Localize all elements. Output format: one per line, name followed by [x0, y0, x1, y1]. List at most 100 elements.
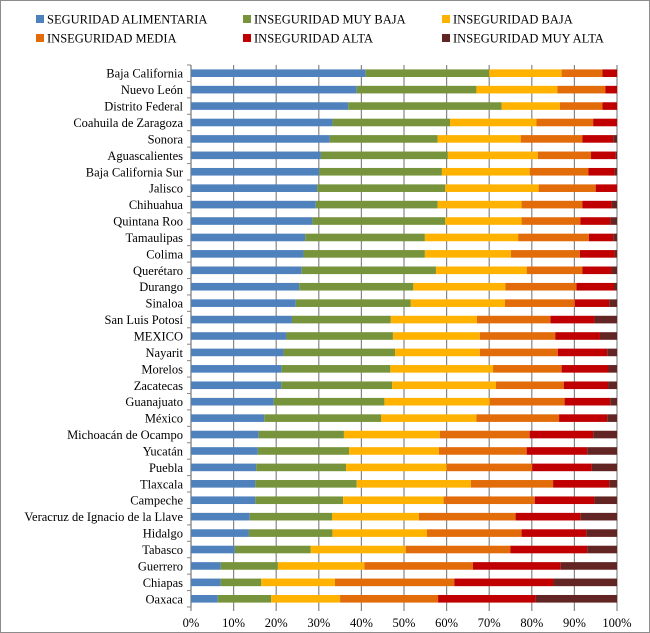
x-tick-label: 90% — [563, 616, 586, 630]
bar-segment-inseguridad-media — [496, 381, 564, 390]
bar-segment-inseguridad-media — [510, 250, 580, 258]
bar-segment-inseguridad-media — [334, 578, 455, 587]
bar-segment-inseguridad-alta — [602, 69, 617, 78]
bar-segment-inseguridad-muy-alta — [611, 200, 617, 209]
bar-segment-inseguridad-alta — [526, 447, 588, 455]
legend-swatch — [243, 34, 251, 42]
bar-segment-inseguridad-baja — [343, 430, 440, 439]
bar-segment-inseguridad-alta — [557, 348, 608, 357]
bar-segment-inseguridad-alta — [576, 282, 615, 291]
bar-segment-seguridad-alimentaria — [191, 578, 221, 587]
bar-segment-inseguridad-media — [364, 562, 474, 570]
bar-segment-seguridad-alimentaria — [191, 135, 330, 143]
bar-segment-inseguridad-muy-baja — [301, 266, 436, 275]
bar-segment-inseguridad-muy-alta — [610, 217, 617, 225]
bar-segment-inseguridad-baja — [437, 200, 522, 209]
bar-segment-seguridad-alimentaria — [191, 233, 306, 242]
category-label: Tabasco — [142, 543, 183, 557]
bar-segment-inseguridad-baja — [435, 266, 527, 275]
legend-label: INSEGURIDAD MUY ALTA — [453, 32, 604, 46]
bar-segment-seguridad-alimentaria — [191, 480, 256, 488]
bar-segment-inseguridad-muy-alta — [608, 365, 617, 373]
category-label: Colima — [146, 247, 183, 261]
bar-segment-inseguridad-baja — [445, 217, 522, 225]
bar-segment-inseguridad-muy-baja — [281, 365, 391, 373]
bar-segment-inseguridad-muy-baja — [258, 430, 344, 439]
bar-segment-seguridad-alimentaria — [191, 414, 265, 422]
legend-swatch — [243, 15, 251, 23]
bar-segment-inseguridad-muy-alta — [587, 545, 617, 554]
bar-segment-inseguridad-muy-alta — [614, 282, 617, 291]
bar-segment-inseguridad-muy-alta — [613, 233, 617, 242]
bar-segment-inseguridad-muy-alta — [580, 512, 617, 521]
bar-segment-inseguridad-alta — [582, 135, 614, 143]
bar-segment-seguridad-alimentaria — [191, 529, 249, 537]
bar-segment-inseguridad-muy-alta — [611, 266, 617, 275]
category-label: MEXICO — [134, 330, 183, 344]
bar-segment-inseguridad-muy-baja — [273, 397, 385, 406]
bar-segment-inseguridad-media — [476, 315, 551, 324]
bar-segment-inseguridad-muy-baja — [348, 102, 502, 110]
bar-segment-inseguridad-baja — [410, 299, 505, 307]
bar-segment-inseguridad-media — [443, 496, 535, 505]
bar-segment-inseguridad-alta — [602, 102, 617, 110]
bar-segment-inseguridad-media — [418, 512, 516, 521]
category-label: Hidalgo — [143, 527, 183, 541]
bar-segment-seguridad-alimentaria — [191, 496, 256, 505]
bar-segment-inseguridad-muy-baja — [217, 594, 272, 603]
category-label: Baja California Sur — [86, 165, 184, 179]
x-tick-label: 0% — [183, 616, 200, 630]
bar-segment-inseguridad-media — [529, 167, 589, 176]
bar-segment-inseguridad-alta — [561, 365, 609, 373]
bar-segment-inseguridad-baja — [445, 184, 539, 192]
bar-segment-inseguridad-alta — [605, 85, 617, 94]
x-tick-label: 20% — [265, 616, 288, 630]
bar-segment-seguridad-alimentaria — [191, 250, 304, 258]
bar-segment-inseguridad-alta — [553, 480, 610, 488]
legend-swatch — [36, 15, 44, 23]
bar-segment-seguridad-alimentaria — [191, 381, 282, 390]
bar-segment-inseguridad-media — [521, 217, 581, 225]
bar-segment-inseguridad-muy-alta — [593, 430, 617, 439]
bar-segment-seguridad-alimentaria — [191, 545, 235, 554]
bar-segment-seguridad-alimentaria — [191, 397, 274, 406]
x-tick-label: 100% — [602, 616, 631, 630]
bar-segment-inseguridad-muy-baja — [295, 299, 411, 307]
bar-segment-inseguridad-muy-baja — [332, 118, 451, 127]
bar-segment-inseguridad-muy-baja — [365, 69, 490, 78]
bar-segment-seguridad-alimentaria — [191, 365, 282, 373]
bar-segment-inseguridad-muy-baja — [220, 562, 278, 570]
bar-segment-inseguridad-media — [536, 118, 594, 127]
bar-segment-inseguridad-alta — [529, 430, 594, 439]
bar-segment-seguridad-alimentaria — [191, 282, 300, 291]
category-label: Tlaxcala — [140, 477, 183, 491]
bar-segment-inseguridad-alta — [550, 315, 595, 324]
bar-segment-inseguridad-muy-alta — [587, 447, 617, 455]
bar-segment-inseguridad-muy-baja — [283, 348, 396, 357]
bar-segment-inseguridad-muy-baja — [329, 135, 438, 143]
bar-segment-inseguridad-muy-alta — [614, 250, 617, 258]
bar-segment-inseguridad-media — [504, 299, 575, 307]
bar-segment-inseguridad-media — [470, 480, 554, 488]
bar-segment-inseguridad-baja — [343, 496, 444, 505]
bar-segment-inseguridad-baja — [356, 480, 471, 488]
bar-segment-inseguridad-muy-alta — [610, 397, 617, 406]
legend-label: INSEGURIDAD MUY BAJA — [254, 13, 406, 27]
bar-segment-inseguridad-media — [559, 102, 603, 110]
x-tick-label: 30% — [307, 616, 330, 630]
bar-segment-inseguridad-muy-alta — [553, 578, 617, 587]
bar-segment-inseguridad-baja — [310, 545, 406, 554]
bar-segment-inseguridad-media — [427, 529, 522, 537]
bar-segment-inseguridad-baja — [332, 512, 419, 521]
bar-segment-inseguridad-muy-baja — [319, 167, 442, 176]
bar-segment-inseguridad-muy-baja — [286, 332, 393, 340]
bar-segment-inseguridad-muy-baja — [248, 529, 333, 537]
category-label: México — [145, 412, 183, 426]
bar-segment-inseguridad-alta — [521, 529, 587, 537]
bar-segment-inseguridad-media — [518, 233, 589, 242]
category-label: Zacatecas — [134, 379, 183, 393]
bar-segment-seguridad-alimentaria — [191, 315, 292, 324]
bar-segment-inseguridad-media — [479, 348, 558, 357]
legend-swatch — [442, 15, 450, 23]
bar-segment-inseguridad-baja — [437, 135, 521, 143]
